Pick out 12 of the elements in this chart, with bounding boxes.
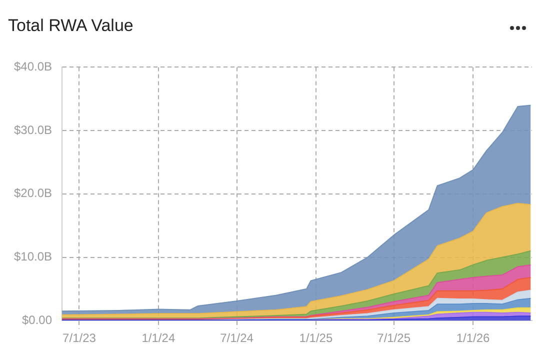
x-tick-label: 7/1/25 — [377, 331, 411, 346]
y-tick-label: $40.0B — [14, 60, 52, 74]
y-tick-label: $0.00 — [22, 312, 52, 327]
x-tick-label: 7/1/24 — [220, 331, 254, 346]
y-tick-label: $10.0B — [14, 250, 52, 264]
y-tick-label: $20.0B — [14, 186, 52, 200]
y-tick-label: $30.0B — [14, 122, 52, 137]
x-tick-label: 1/1/24 — [142, 331, 176, 346]
x-tick-label: 7/1/23 — [62, 331, 96, 346]
chart-title: Total RWA Value — [8, 16, 134, 36]
x-tick-label: 1/1/26 — [456, 331, 490, 346]
x-tick-label: 1/1/25 — [299, 331, 333, 346]
